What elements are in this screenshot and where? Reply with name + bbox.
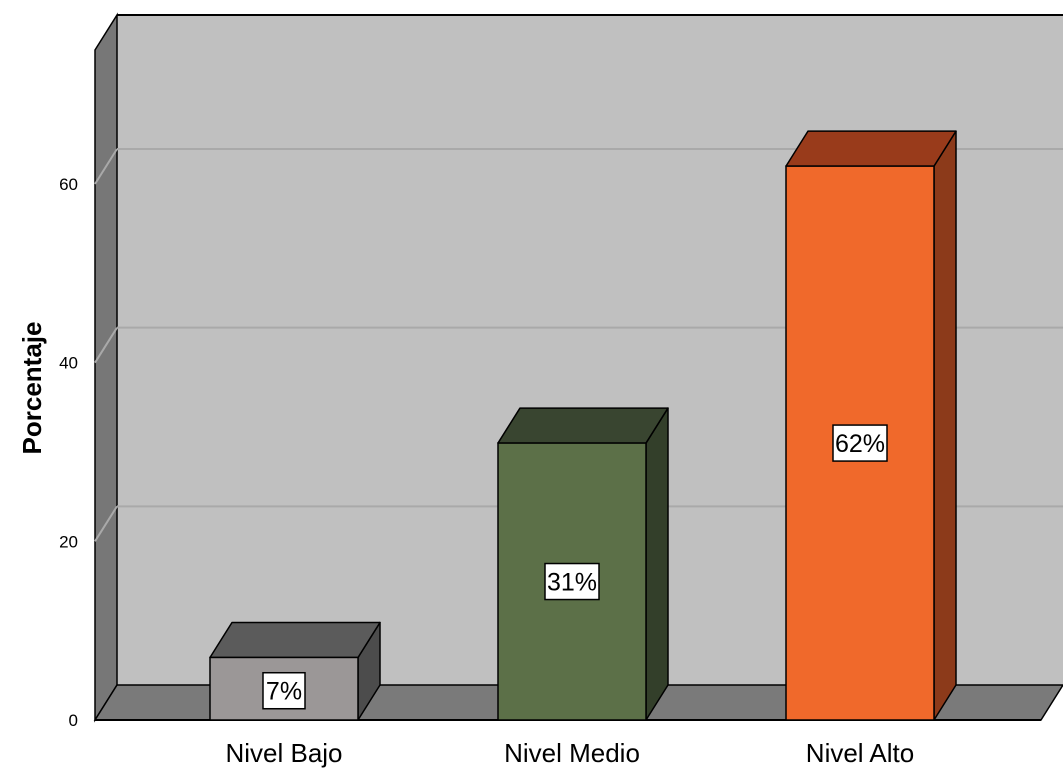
x-category-label: Nivel Medio: [504, 738, 640, 768]
data-label: 7%: [266, 678, 302, 706]
gridline-wall: [94, 327, 118, 364]
bar-top: [497, 407, 669, 444]
y-tick-label: 60: [59, 175, 78, 194]
data-label: 62%: [835, 430, 885, 458]
data-label: 31%: [547, 569, 597, 597]
y-tick-label: 20: [59, 532, 78, 551]
left-wall: [94, 12, 118, 723]
x-category-label: Nivel Alto: [806, 738, 914, 768]
bar-side: [933, 130, 957, 721]
gridline-wall: [94, 505, 118, 542]
y-axis-title: Porcentaje: [17, 322, 47, 455]
bar-top: [785, 130, 957, 167]
bar-2: [497, 407, 669, 721]
x-category-label: Nivel Bajo: [225, 738, 342, 768]
y-tick-label: 0: [69, 711, 78, 730]
bar-top: [209, 621, 381, 659]
data-label-box: [262, 671, 306, 710]
gridline-wall: [94, 148, 118, 185]
bar-front: [497, 442, 647, 721]
bar-side: [645, 407, 669, 721]
data-label-box: [832, 424, 888, 462]
y-tick-label: 40: [59, 354, 78, 373]
data-label-box: [544, 562, 600, 601]
